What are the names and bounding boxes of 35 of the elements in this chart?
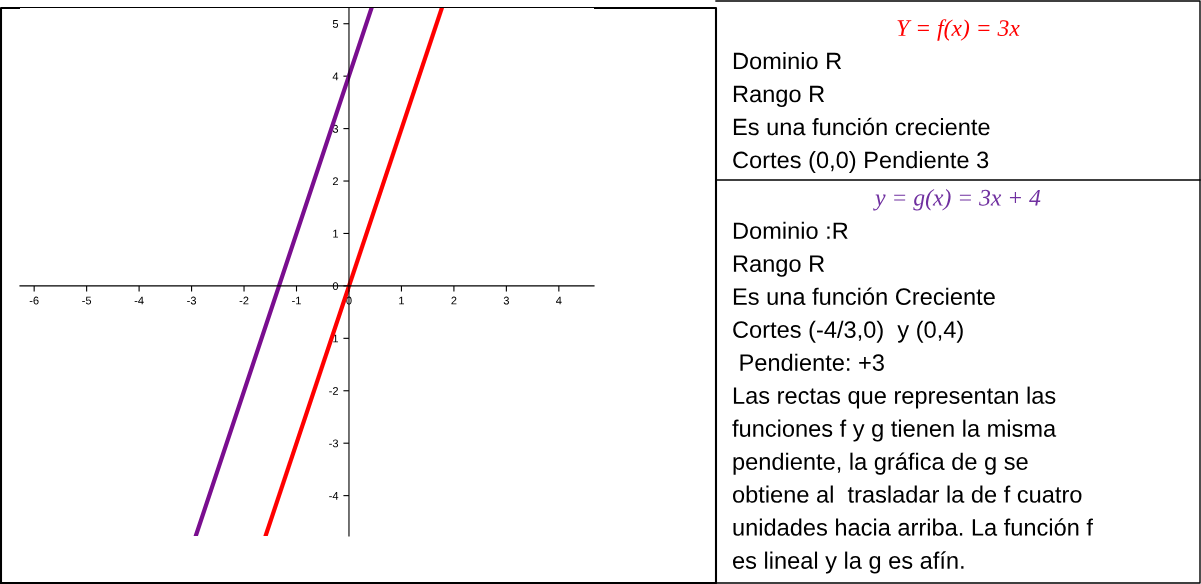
text: Cortes (0,0) Pendiente 3 <box>733 151 989 173</box>
x-tick-label: -4 <box>134 296 144 305</box>
x-tick-label: -6 <box>29 296 39 305</box>
text: funciones f y g tienen la misma <box>732 419 1057 442</box>
text: Es una función Creciente <box>733 287 995 306</box>
x-tick-label: -2 <box>239 296 249 305</box>
y-tick-label: -3 <box>329 439 339 448</box>
text: unidades hacia arriba. La función f <box>733 518 1094 536</box>
y-tick-label: -4 <box>329 492 339 500</box>
text: Las rectas que representan las <box>733 386 1056 409</box>
text: Rango R <box>733 255 825 277</box>
text: Dominio :R <box>733 221 848 240</box>
x-tick-label: 2 <box>451 296 457 305</box>
y-tick-label: 5 <box>332 20 339 28</box>
x-tick-label: 4 <box>556 296 562 305</box>
text: Cortes (-4/3,0) y (0,4) <box>733 320 963 343</box>
x-tick-label: 3 <box>503 296 509 305</box>
text: Pendiente: +3 <box>740 353 884 371</box>
x-tick-label: -5 <box>82 296 92 305</box>
text: Rango R <box>733 85 825 107</box>
text: es lineal y la g es afín. <box>733 551 964 574</box>
y-tick-label: 2 <box>332 177 338 186</box>
text: Es una función creciente <box>733 117 990 136</box>
x-tick-label: -1 <box>292 296 301 305</box>
text: Y = f(x) = 3x <box>897 19 1020 41</box>
text: pendiente, la gráfica de g se <box>733 452 1028 475</box>
y-tick-label: 4 <box>332 72 339 81</box>
y-tick-label: 1 <box>333 229 339 238</box>
y-tick-label: 0 <box>332 282 339 291</box>
text: obtiene al trasladar la de f cuatro <box>732 485 1082 503</box>
text: Dominio R <box>733 52 842 70</box>
y-tick-label: -2 <box>329 387 338 395</box>
text: y = g(x) = 3x + 4 <box>873 189 1041 211</box>
x-tick-label: 1 <box>399 296 404 305</box>
x-tick-label: -3 <box>187 296 197 305</box>
